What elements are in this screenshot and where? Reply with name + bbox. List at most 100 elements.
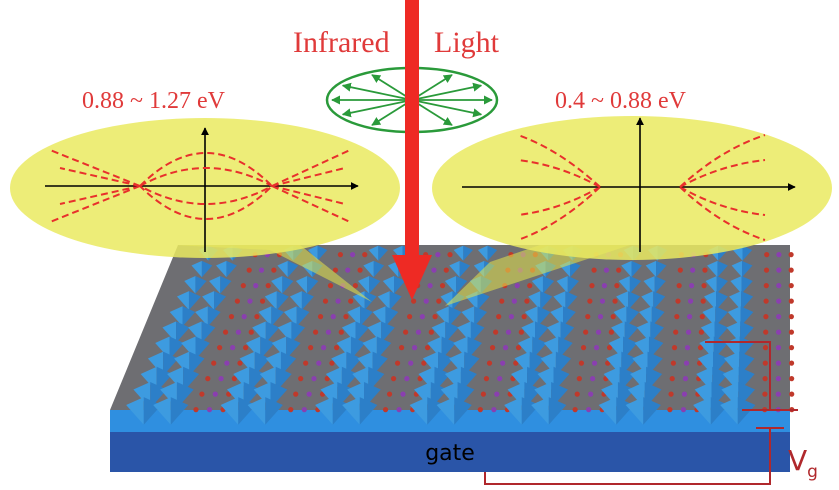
pyramid <box>504 397 522 425</box>
pyramid <box>264 291 277 310</box>
atom <box>222 329 229 335</box>
pyramid <box>387 260 399 278</box>
atom <box>788 298 794 304</box>
atom <box>763 314 769 320</box>
pyramid <box>740 306 754 327</box>
atom <box>254 314 260 320</box>
atom <box>322 298 329 304</box>
pyramid <box>567 275 579 294</box>
pyramid <box>531 275 543 294</box>
pyramid <box>477 245 488 261</box>
atom <box>775 376 781 382</box>
pyramid <box>537 306 551 327</box>
pyramid <box>532 336 547 360</box>
atom <box>327 283 334 289</box>
atom <box>241 314 247 320</box>
atom <box>603 267 610 273</box>
atom <box>415 329 422 335</box>
atom <box>508 314 515 320</box>
atom <box>702 267 708 273</box>
atom <box>228 314 235 320</box>
atom <box>608 329 614 335</box>
atom <box>497 376 503 382</box>
polarization-arrow <box>341 82 413 101</box>
atom <box>258 267 265 273</box>
atom <box>677 267 683 273</box>
light-label: Light <box>434 26 500 59</box>
pyramid <box>169 336 184 360</box>
atom <box>447 252 453 258</box>
atom <box>386 391 393 397</box>
atom <box>394 360 401 366</box>
atom <box>253 283 259 289</box>
atom <box>234 298 240 304</box>
pyramid <box>645 260 657 278</box>
pyramid <box>720 397 738 425</box>
pyramid <box>623 336 638 360</box>
atom <box>435 252 441 258</box>
pyramid <box>271 275 283 294</box>
atom <box>335 298 341 304</box>
atom <box>362 252 368 258</box>
atom <box>590 376 596 382</box>
atom <box>224 360 230 366</box>
atom <box>670 360 676 366</box>
atom <box>334 345 340 351</box>
pyramid <box>714 321 729 343</box>
pyramid <box>296 306 310 327</box>
gate-label: gate <box>425 441 475 466</box>
pyramid <box>350 336 366 360</box>
pyramid <box>341 366 358 392</box>
atom <box>697 345 704 351</box>
pyramid <box>477 291 490 310</box>
atom <box>231 376 237 382</box>
atom <box>591 267 597 273</box>
atom <box>400 391 406 397</box>
pyramid <box>275 366 292 392</box>
atom <box>398 345 405 351</box>
pyramid <box>394 275 406 294</box>
atom <box>788 314 794 320</box>
atom <box>788 360 795 366</box>
atom <box>343 314 349 320</box>
pyramid <box>176 321 190 343</box>
atom <box>605 360 611 366</box>
pyramid <box>625 397 644 425</box>
lattice <box>126 245 795 425</box>
polarization-arrow <box>341 99 413 118</box>
atom <box>789 376 795 382</box>
atom <box>217 345 223 351</box>
atom <box>316 360 322 366</box>
pyramid <box>653 291 666 310</box>
atom <box>518 329 524 335</box>
pyramid <box>195 306 208 327</box>
atom <box>432 314 438 320</box>
atom <box>762 345 769 351</box>
pyramid <box>626 306 640 327</box>
atom <box>788 329 795 335</box>
atom <box>306 391 312 397</box>
atom <box>682 376 689 382</box>
atom <box>419 314 425 320</box>
pyramid <box>618 275 630 294</box>
band-label: 0.88 ~ 1.27 eV <box>82 88 226 114</box>
atom <box>776 314 782 320</box>
atom <box>500 360 506 366</box>
pyramid <box>291 321 306 343</box>
atom <box>248 329 254 335</box>
atom <box>211 360 217 366</box>
pyramid <box>727 306 741 327</box>
pyramid <box>346 351 362 376</box>
pyramid <box>156 366 173 392</box>
atom <box>788 345 795 351</box>
pyramid <box>153 397 171 425</box>
atom <box>408 360 414 366</box>
pyramid <box>438 351 454 376</box>
pyramid <box>445 321 459 343</box>
pyramid <box>389 291 402 310</box>
pyramid <box>409 397 428 425</box>
pyramid <box>357 275 370 294</box>
pyramid <box>189 351 205 376</box>
pyramid <box>195 336 210 360</box>
atom <box>675 298 681 304</box>
